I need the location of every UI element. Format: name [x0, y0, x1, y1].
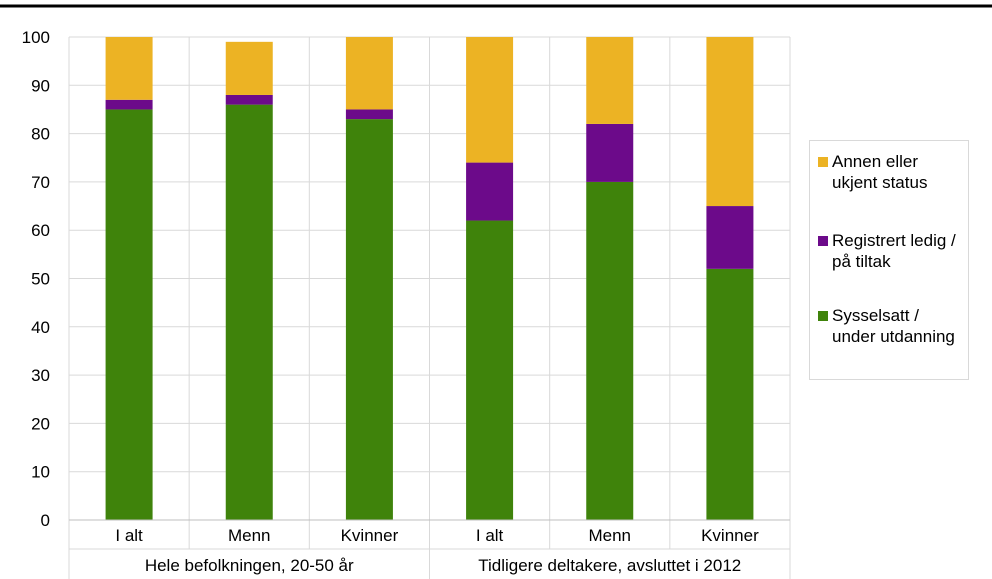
x-tick-label: Menn: [588, 526, 631, 545]
bar-segment: [586, 123, 634, 182]
y-tick-label: 90: [31, 76, 50, 95]
bar-segment: [345, 37, 393, 110]
legend-item-annen: Annen eller ukjent status: [818, 151, 967, 193]
x-tick-label: I alt: [476, 526, 504, 545]
bar-segment: [225, 41, 273, 95]
bar-segment: [586, 37, 634, 124]
legend-swatch-annen: [818, 157, 828, 167]
bar-segment: [345, 119, 393, 521]
legend-item-sysselsatt: Sysselsatt / under utdanning: [818, 305, 967, 347]
y-tick-label: 70: [31, 173, 50, 192]
x-tick-label: Kvinner: [341, 526, 399, 545]
bar-segment: [466, 162, 514, 221]
bar-segment: [105, 99, 153, 110]
x-group-label: Hele befolkningen, 20-50 år: [145, 556, 354, 575]
legend-item-registrert: Registrert ledig / på tiltak: [818, 230, 967, 272]
legend-swatch-registrert: [818, 236, 828, 246]
bar-series: [105, 37, 754, 521]
x-tick-label: Kvinner: [701, 526, 759, 545]
y-tick-label: 20: [31, 414, 50, 433]
x-tick-label: Menn: [228, 526, 271, 545]
bar-segment: [706, 37, 754, 207]
bar-segment: [225, 94, 273, 105]
axes: [68, 37, 791, 579]
gridlines: [69, 36, 790, 579]
bar-segment: [706, 206, 754, 269]
bar-segment: [586, 181, 634, 520]
y-tick-label: 50: [31, 270, 50, 289]
y-tick-label: 40: [31, 318, 50, 337]
y-tick-label: 60: [31, 221, 50, 240]
x-axis-tick-labels: I alt Menn Kvinner I alt Menn Kvinner Hele bef…: [115, 526, 759, 575]
legend-label-sysselsatt: Sysselsatt / under utdanning: [832, 306, 955, 346]
y-tick-label: 100: [22, 28, 50, 47]
y-tick-label: 80: [31, 125, 50, 144]
bar-segment: [105, 37, 153, 100]
y-tick-label: 10: [31, 463, 50, 482]
x-group-label: Tidligere deltakere, avsluttet i 2012: [478, 556, 741, 575]
bar-segment: [706, 268, 754, 520]
bar-segment: [345, 109, 393, 120]
bar-segment: [105, 109, 153, 520]
y-tick-label: 0: [41, 511, 50, 530]
bar-segment: [225, 104, 273, 521]
legend-swatch-sysselsatt: [818, 311, 828, 321]
x-tick-label: I alt: [115, 526, 143, 545]
legend: Annen eller ukjent status Registrert led…: [809, 140, 969, 380]
bar-segment: [466, 37, 514, 163]
bar-segment: [466, 220, 514, 521]
y-axis-tick-labels: 0 10 20 30 40 50 60 70 80 90 100: [22, 28, 50, 530]
legend-label-registrert: Registrert ledig / på tiltak: [832, 231, 956, 271]
y-tick-label: 30: [31, 366, 50, 385]
legend-label-annen: Annen eller ukjent status: [832, 152, 928, 192]
